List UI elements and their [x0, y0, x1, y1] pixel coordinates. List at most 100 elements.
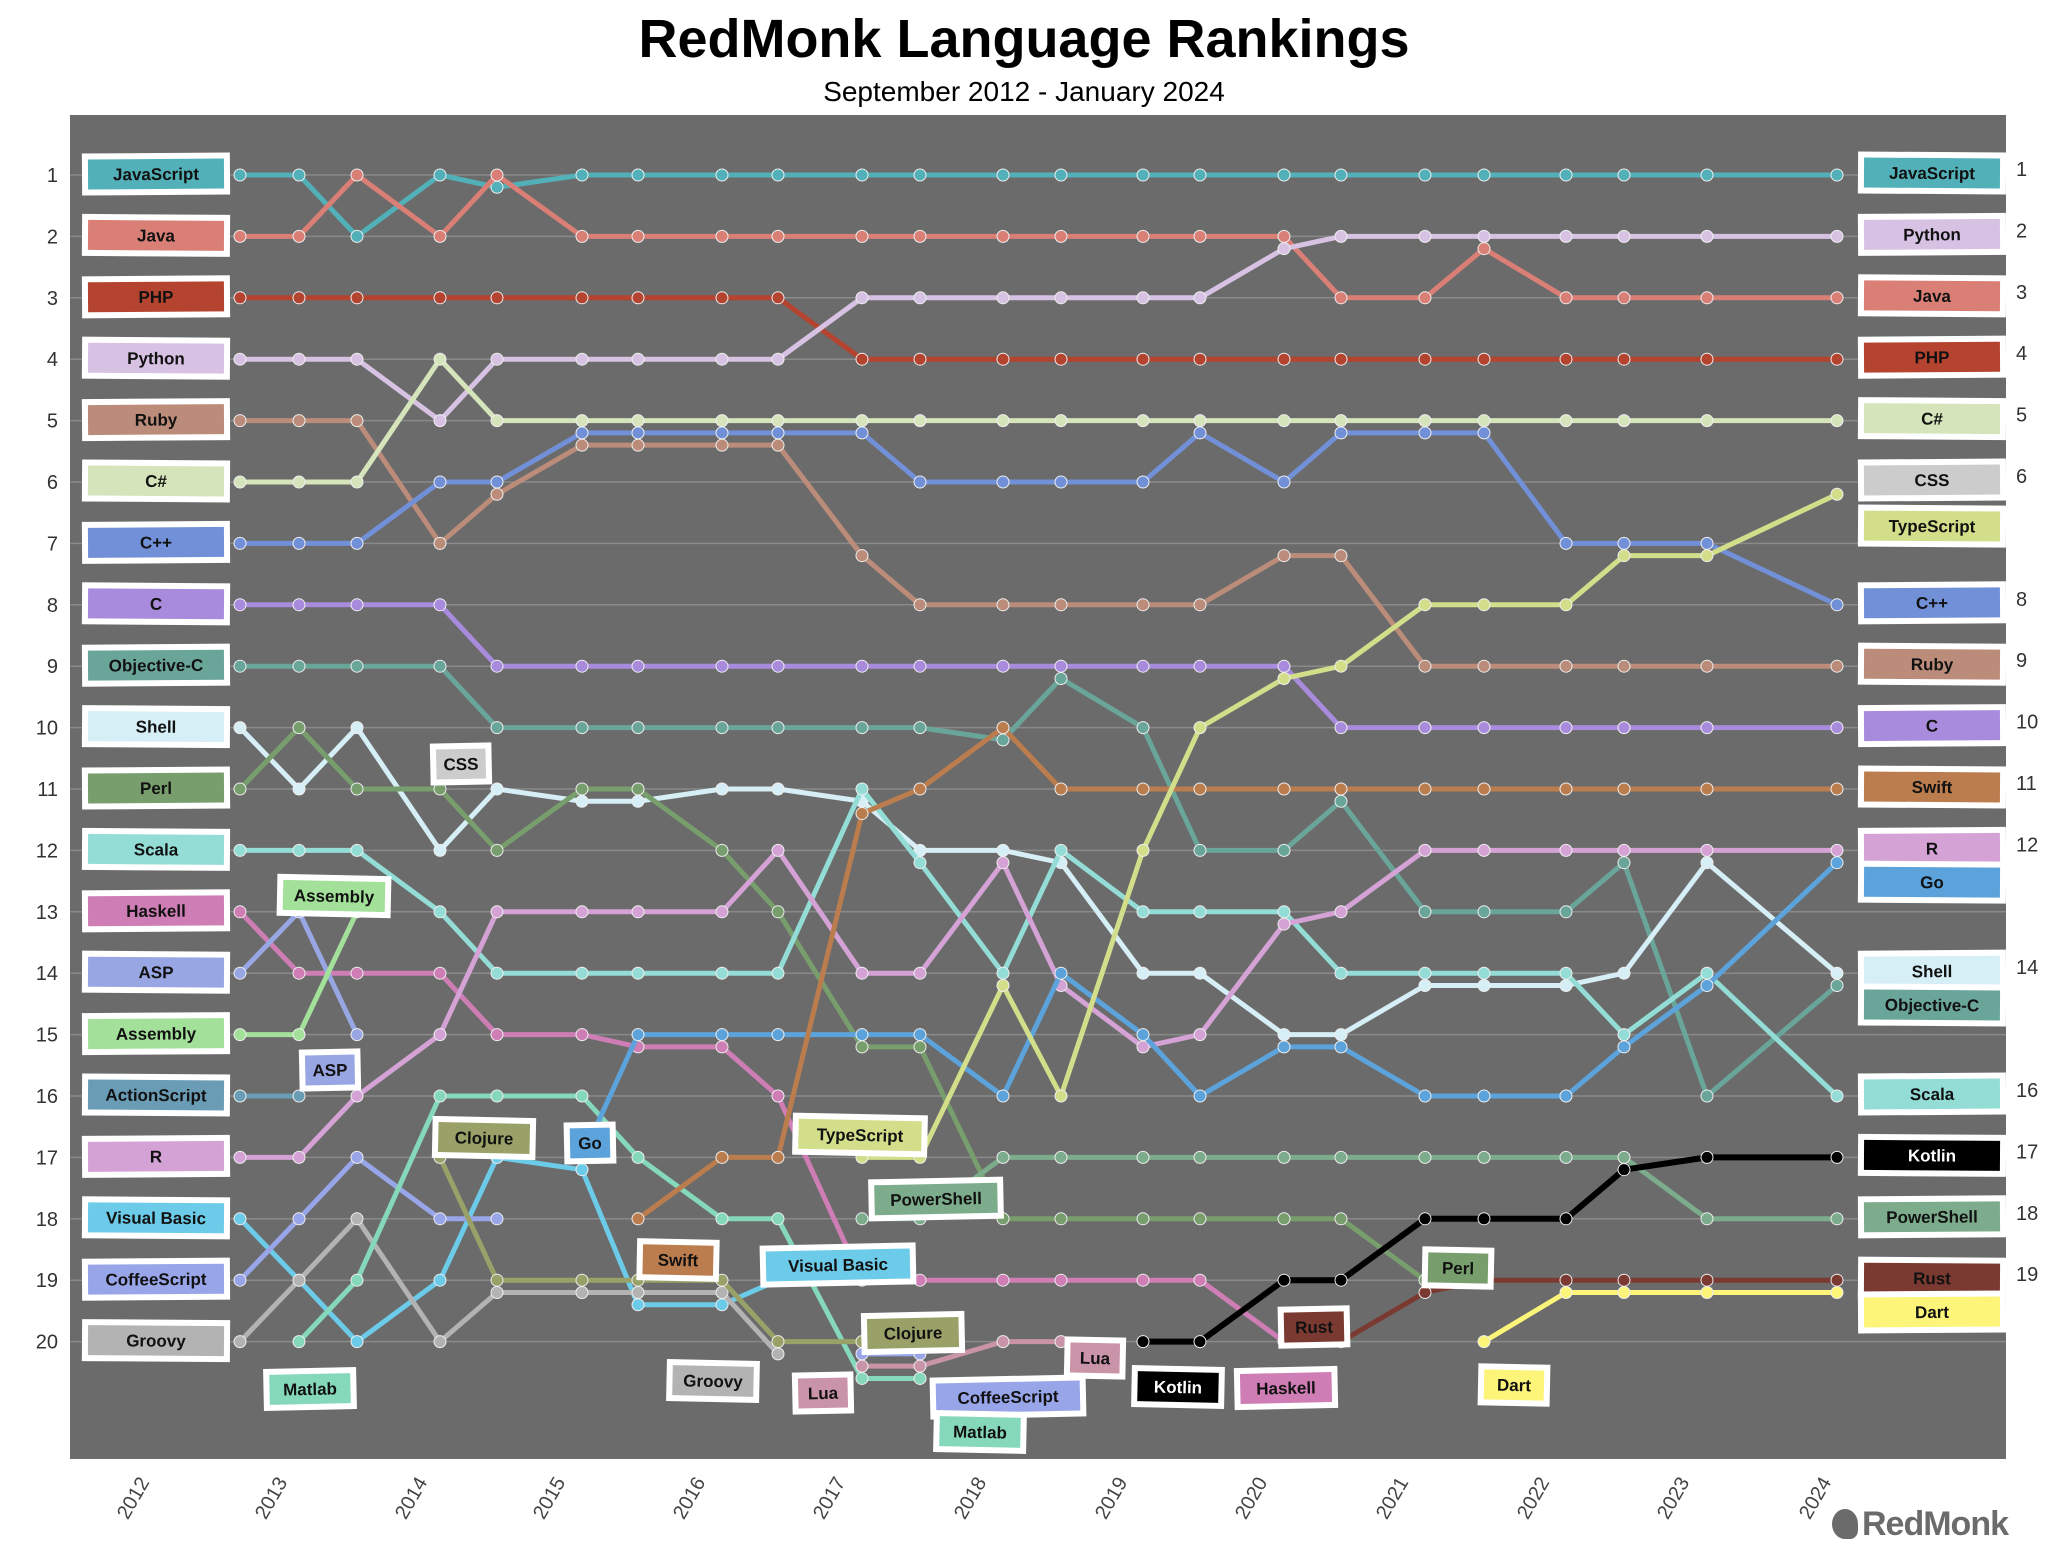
data-point: [855, 549, 869, 563]
logo-text: RedMonk: [1862, 1505, 2009, 1543]
data-point: [715, 721, 729, 735]
svg-text:Lua: Lua: [808, 1384, 839, 1404]
svg-text:C#: C#: [1921, 410, 1943, 429]
data-point: [1136, 721, 1150, 735]
data-point: [1617, 721, 1631, 735]
data-point: [996, 168, 1010, 182]
data-point: [1559, 843, 1573, 857]
data-point: [771, 1347, 785, 1361]
label-assembly: Assembly: [81, 1012, 231, 1056]
data-point: [1193, 414, 1207, 428]
label-javascript: JavaScript: [81, 152, 231, 196]
data-point: [771, 426, 785, 440]
data-point: [490, 843, 504, 857]
label-lua: Lua: [791, 1371, 855, 1415]
data-point: [996, 352, 1010, 366]
data-point: [715, 438, 729, 452]
x-tick-label: 2019: [1091, 1474, 1132, 1524]
label-objective-c: Objective-C: [81, 643, 231, 687]
data-point: [1277, 549, 1291, 563]
label-objective-c: Objective-C: [1857, 983, 2007, 1027]
y-tick-label: 16: [36, 1086, 58, 1108]
data-point: [1477, 966, 1491, 980]
data-point: [1193, 1273, 1207, 1287]
data-point: [631, 352, 645, 366]
data-point: [1700, 1089, 1714, 1103]
data-point: [1617, 168, 1631, 182]
series-dart: [1477, 1285, 1844, 1349]
data-point: [715, 659, 729, 673]
data-point: [233, 1089, 247, 1103]
data-point: [913, 414, 927, 428]
y-tick-label: 18: [2016, 1203, 2038, 1225]
x-tick-label: 2013: [251, 1474, 292, 1524]
data-point: [1700, 659, 1714, 673]
data-point: [1054, 1212, 1068, 1226]
data-point: [1277, 843, 1291, 857]
data-point: [855, 352, 869, 366]
data-point: [1136, 905, 1150, 919]
data-point: [292, 229, 306, 243]
svg-text:CoffeeScript: CoffeeScript: [105, 1270, 207, 1290]
label-groovy: Groovy: [81, 1319, 231, 1363]
data-point: [1700, 536, 1714, 550]
data-point: [1418, 1150, 1432, 1164]
y-tick-label: 14: [2016, 957, 2038, 979]
data-point: [715, 291, 729, 305]
data-point: [1559, 291, 1573, 305]
data-point: [350, 536, 364, 550]
data-point: [715, 1040, 729, 1054]
label-asp: ASP: [81, 950, 231, 994]
data-point: [1136, 291, 1150, 305]
data-point: [855, 291, 869, 305]
data-point: [855, 414, 869, 428]
label-css: CSS: [1857, 458, 2007, 502]
svg-text:CoffeeScript: CoffeeScript: [957, 1387, 1059, 1408]
data-point: [1477, 352, 1491, 366]
label-c: C: [81, 582, 231, 626]
data-point: [1193, 426, 1207, 440]
data-point: [1136, 229, 1150, 243]
data-point: [490, 1089, 504, 1103]
data-point: [1136, 414, 1150, 428]
svg-text:Clojure: Clojure: [884, 1323, 943, 1343]
data-point: [350, 843, 364, 857]
data-point: [1277, 1028, 1291, 1042]
data-point: [1054, 475, 1068, 489]
svg-text:JavaScript: JavaScript: [113, 165, 199, 185]
data-point: [1559, 598, 1573, 612]
data-point: [855, 1212, 869, 1226]
data-point: [433, 291, 447, 305]
data-point: [350, 1335, 364, 1349]
data-point: [631, 426, 645, 440]
data-point: [1830, 414, 1844, 428]
data-point: [1418, 1212, 1432, 1226]
data-point: [1418, 782, 1432, 796]
data-point: [631, 966, 645, 980]
label-scala: Scala: [1857, 1072, 2007, 1116]
label-php: PHP: [81, 275, 231, 319]
data-point: [771, 414, 785, 428]
data-point: [433, 598, 447, 612]
y-tick-label: 2: [47, 226, 58, 248]
data-point: [490, 487, 504, 501]
data-point: [1477, 1335, 1491, 1349]
svg-text:Go: Go: [578, 1134, 602, 1153]
data-point: [1617, 1150, 1631, 1164]
data-point: [1700, 1285, 1714, 1299]
data-point: [1559, 721, 1573, 735]
svg-text:Perl: Perl: [140, 779, 172, 798]
data-point: [1277, 671, 1291, 685]
data-point: [855, 782, 869, 796]
svg-text:Haskell: Haskell: [1256, 1378, 1316, 1398]
series-line: [862, 1339, 1061, 1369]
data-point: [1136, 1273, 1150, 1287]
series-objective-c: [233, 659, 1844, 1103]
data-point: [292, 291, 306, 305]
data-point: [771, 168, 785, 182]
y-tick-label: 6: [2016, 466, 2027, 488]
data-point: [233, 905, 247, 919]
y-tick-label: 8: [2016, 589, 2027, 611]
data-point: [1559, 1212, 1573, 1226]
series-kotlin: [1136, 1150, 1844, 1349]
